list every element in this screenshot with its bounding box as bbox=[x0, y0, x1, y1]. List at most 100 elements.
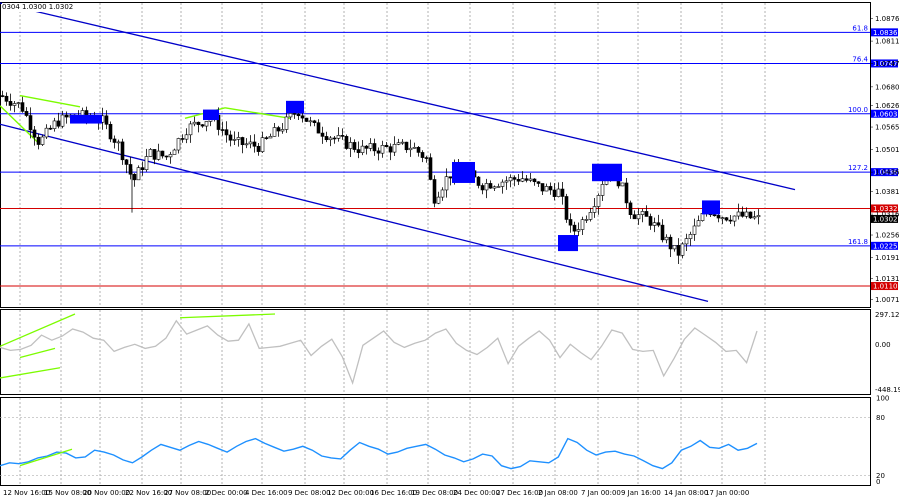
channel-lower-line bbox=[0, 123, 709, 303]
candle-body-182 bbox=[728, 219, 733, 222]
candle-body-65 bbox=[260, 137, 265, 152]
candle-body-189 bbox=[756, 215, 761, 218]
price-panel bbox=[0, 2, 871, 308]
price-tick-label-1: 1.0811 bbox=[875, 38, 900, 46]
time-tick-label-3: 22 Nov 16:00 bbox=[125, 489, 172, 497]
candle-body-128 bbox=[512, 177, 517, 180]
candle-body-161 bbox=[644, 211, 649, 217]
candle-body-6 bbox=[24, 111, 29, 116]
rsi-line bbox=[0, 437, 758, 470]
level-tag-bg-0 bbox=[871, 28, 898, 37]
cci-divergence-3 bbox=[19, 347, 56, 359]
candle-body-179 bbox=[716, 215, 721, 219]
candle-body-174 bbox=[696, 220, 701, 227]
candle-body-97 bbox=[388, 146, 393, 153]
level-tag-bg-5 bbox=[871, 204, 898, 213]
candle-body-39 bbox=[156, 150, 161, 160]
candle-body-91 bbox=[364, 145, 369, 149]
candle-body-27 bbox=[108, 124, 113, 140]
candle-body-148 bbox=[592, 206, 597, 213]
candle-body-45 bbox=[180, 138, 185, 140]
candle-body-139 bbox=[556, 188, 561, 197]
candle-body-170 bbox=[680, 243, 685, 256]
candle-body-106 bbox=[424, 157, 429, 159]
candle-body-186 bbox=[744, 211, 749, 217]
time-tick-label-9: 16 Dec 16:00 bbox=[370, 489, 417, 497]
price-tick-label-4: 1.0626 bbox=[875, 102, 900, 110]
candle-body-74 bbox=[296, 113, 301, 117]
cci-tick-label-1: 0.00 bbox=[875, 341, 891, 349]
price-tick-label-12: 1.0131 bbox=[875, 275, 900, 283]
level-tag-4: 1.0225 bbox=[873, 242, 898, 250]
candle-body-107 bbox=[428, 157, 433, 180]
candle-body-171 bbox=[684, 238, 689, 245]
candle-body-136 bbox=[544, 186, 549, 192]
candle-body-34 bbox=[136, 167, 141, 181]
candle-body-56 bbox=[224, 129, 229, 136]
candle-body-59 bbox=[236, 137, 241, 140]
marker-box-e bbox=[592, 163, 622, 182]
candle-body-14 bbox=[56, 120, 61, 127]
candle-body-30 bbox=[120, 141, 125, 161]
candle-body-37 bbox=[148, 149, 153, 157]
candle-body-82 bbox=[328, 137, 333, 141]
candle-body-172 bbox=[688, 234, 693, 239]
candle-body-5 bbox=[20, 102, 25, 112]
candle-body-55 bbox=[220, 129, 225, 131]
candle-body-88 bbox=[352, 142, 357, 150]
candle-body-15 bbox=[60, 114, 65, 127]
candle-body-120 bbox=[480, 185, 485, 191]
candle-body-165 bbox=[660, 224, 665, 241]
cci-indicator: 297.1261 0.00 -448.1954 bbox=[0, 311, 900, 394]
candle-body-4 bbox=[16, 102, 21, 104]
candle-body-109 bbox=[436, 196, 441, 204]
candle-body-181 bbox=[724, 217, 729, 221]
level-tag-bg-2 bbox=[871, 109, 898, 118]
level-tag-1: 1.0747 bbox=[873, 60, 898, 68]
candle-body-1 bbox=[4, 95, 9, 102]
candle-body-83 bbox=[332, 137, 337, 140]
candle-body-13 bbox=[52, 120, 57, 129]
candle-body-79 bbox=[316, 122, 321, 134]
candle-body-169 bbox=[676, 245, 681, 256]
candle-body-80 bbox=[320, 132, 325, 137]
candle-body-73 bbox=[292, 113, 297, 115]
candle-body-163 bbox=[652, 222, 657, 226]
time-tick-label-15: 9 Jan 16:00 bbox=[621, 489, 661, 497]
candle-body-147 bbox=[588, 212, 593, 220]
candle-body-112 bbox=[448, 176, 453, 179]
candle-body-38 bbox=[152, 149, 157, 160]
price-tick-label-13: 1.0071 bbox=[875, 296, 900, 304]
candle-body-16 bbox=[64, 114, 69, 118]
candle-body-64 bbox=[256, 145, 261, 152]
time-tick-label-7: 9 Dec 08:00 bbox=[288, 489, 331, 497]
divergence-line-1 bbox=[19, 94, 81, 108]
rsi-panel bbox=[0, 397, 871, 486]
candle-body-2 bbox=[8, 101, 13, 106]
candle-body-60 bbox=[240, 137, 245, 146]
rsi-tick-label-3: 0 bbox=[876, 478, 880, 486]
candle-body-101 bbox=[404, 141, 409, 151]
price-tick-label-5: 1.0565 bbox=[875, 124, 900, 132]
candle-body-156 bbox=[624, 182, 629, 204]
candle-body-184 bbox=[736, 211, 741, 217]
cci-divergence-2 bbox=[179, 313, 276, 319]
level-tag-6: 1.0110 bbox=[873, 283, 898, 291]
candle-body-95 bbox=[380, 145, 385, 154]
current-price-label: 1.0302 bbox=[873, 215, 898, 223]
cci-line bbox=[0, 319, 758, 386]
candle-body-99 bbox=[396, 142, 401, 145]
candle-body-36 bbox=[144, 156, 149, 171]
level-tag-bg-1 bbox=[871, 59, 898, 68]
candle-body-92 bbox=[368, 143, 373, 149]
candle-body-140 bbox=[560, 188, 565, 197]
candle-body-87 bbox=[348, 142, 353, 149]
candle-body-90 bbox=[360, 145, 365, 153]
candle-body-132 bbox=[528, 178, 533, 181]
candle-body-10 bbox=[40, 136, 45, 145]
rsi-divergence bbox=[19, 448, 73, 467]
level-label-1: 76.4 bbox=[852, 55, 868, 63]
candle-body-137 bbox=[548, 186, 553, 191]
cci-panel bbox=[0, 309, 871, 395]
candle-body-47 bbox=[188, 123, 193, 136]
